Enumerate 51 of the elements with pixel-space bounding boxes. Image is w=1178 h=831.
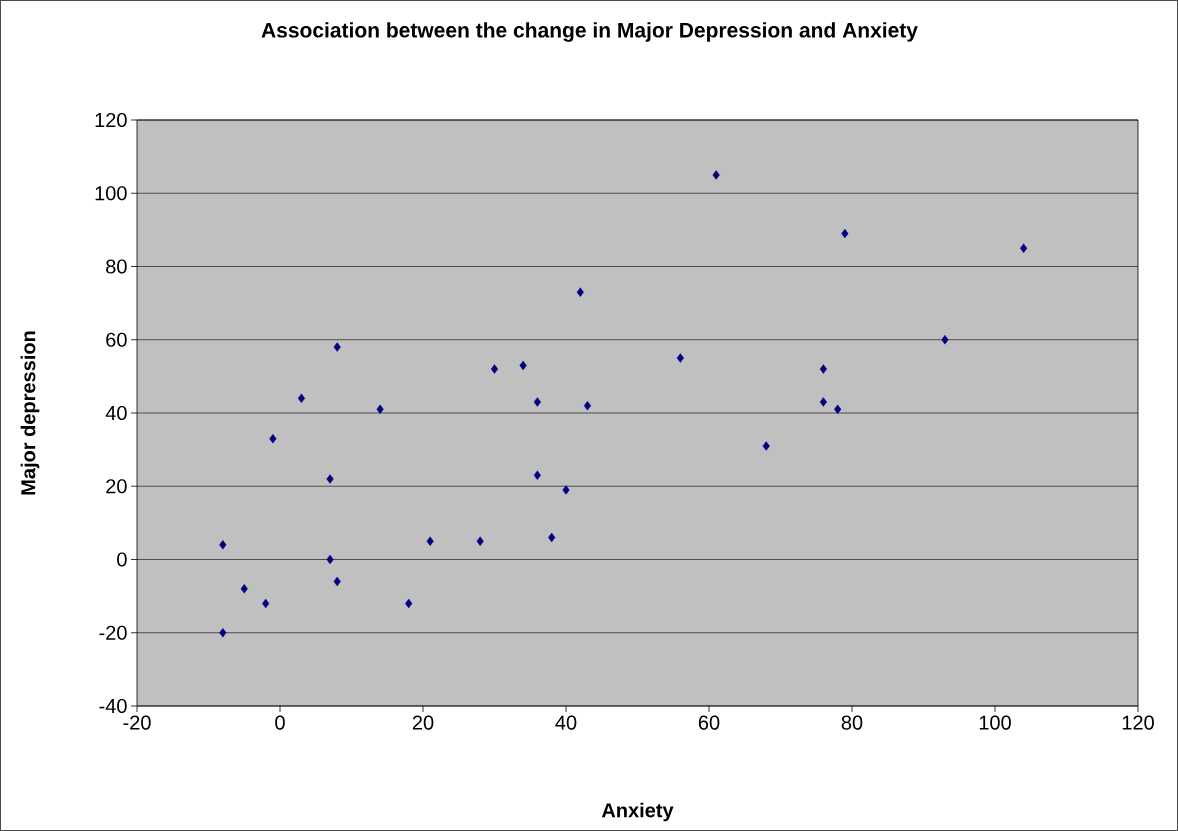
point bbox=[548, 532, 556, 543]
point bbox=[533, 397, 541, 407]
point bbox=[819, 397, 827, 407]
point bbox=[269, 433, 277, 444]
point bbox=[583, 400, 592, 411]
y-tick-label: 20 bbox=[106, 479, 127, 494]
point bbox=[262, 598, 270, 609]
point bbox=[519, 360, 527, 371]
point bbox=[297, 393, 306, 404]
x-tick-label: 100 bbox=[979, 715, 1011, 730]
y-tick-label: 120 bbox=[95, 112, 127, 128]
x-tick-label: -20 bbox=[123, 715, 151, 730]
x-tick-label: 0 bbox=[275, 715, 285, 730]
y-tick-label: 100 bbox=[95, 186, 127, 201]
y-tick-label: 80 bbox=[106, 259, 127, 274]
point bbox=[490, 364, 499, 374]
point bbox=[941, 335, 949, 345]
point bbox=[240, 584, 248, 594]
point bbox=[219, 628, 227, 638]
point bbox=[762, 441, 770, 451]
y-tick-label: -20 bbox=[99, 625, 127, 640]
y-tick-label: 40 bbox=[105, 405, 127, 421]
x-tick-label: 20 bbox=[412, 715, 434, 730]
y-tick-label: 0 bbox=[117, 552, 127, 567]
point bbox=[219, 540, 227, 550]
point bbox=[476, 536, 484, 546]
point bbox=[326, 554, 334, 565]
point bbox=[376, 404, 384, 415]
y-axis-title: Major depression bbox=[20, 331, 40, 495]
x-tick-label: 80 bbox=[841, 715, 863, 730]
point bbox=[562, 485, 570, 495]
point bbox=[576, 287, 584, 297]
point bbox=[426, 536, 434, 546]
x-tick-label: 40 bbox=[555, 715, 577, 730]
y-tick-label: -40 bbox=[99, 698, 127, 714]
point bbox=[333, 576, 341, 587]
y-tick-label: 60 bbox=[106, 332, 127, 347]
x-tick-label: 120 bbox=[1122, 715, 1154, 730]
x-axis-title: Anxiety bbox=[601, 802, 674, 822]
x-tick-label: 60 bbox=[698, 715, 720, 730]
point bbox=[712, 170, 720, 180]
point bbox=[326, 474, 334, 484]
point bbox=[405, 598, 413, 609]
point bbox=[819, 364, 827, 374]
point bbox=[533, 470, 541, 480]
point bbox=[333, 342, 341, 352]
point bbox=[841, 228, 849, 239]
point bbox=[676, 353, 684, 363]
chart-title: Association between the change in Major Depression and Anxiety bbox=[261, 22, 918, 42]
point bbox=[1020, 243, 1028, 253]
point bbox=[834, 404, 842, 415]
